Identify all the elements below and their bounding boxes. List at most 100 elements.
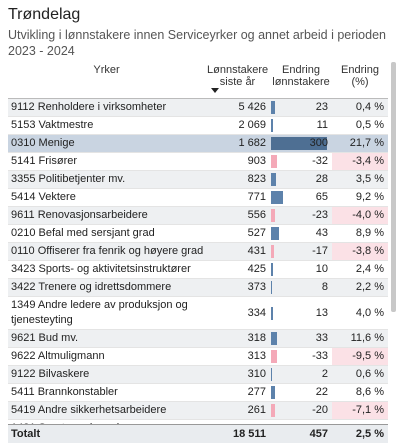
cell: 9122 Bilvaskere	[11, 368, 90, 380]
subtitle: Utvikling i lønnstakere innen Serviceyrk…	[8, 28, 386, 58]
cell-text: 11	[316, 119, 328, 131]
cell: 2,2 %	[355, 281, 384, 293]
row[interactable]: 5411 Brannkonstabler 277 22 8,6 %	[8, 384, 388, 402]
row[interactable]: 0110 Offiserer fra fenrik og høyere grad…	[8, 243, 388, 261]
cell: -4,0 %	[332, 207, 388, 224]
cell: 431	[247, 245, 266, 257]
cell: 5419 Andre sikkerhetsarbeidere	[11, 404, 167, 416]
data-bar	[271, 209, 276, 222]
table: Yrker Lønnstakere siste år Endring lønns…	[8, 62, 388, 443]
cell: 5153 Vaktmestre	[11, 119, 94, 131]
cell-text: 33	[315, 332, 328, 344]
data-bar	[271, 386, 276, 399]
cell: 4,0 %	[355, 306, 384, 319]
cell: 0,4 %	[355, 101, 384, 113]
row[interactable]: 5153 Vaktmestre 2 069 11 0,5 %	[8, 117, 388, 135]
data-bar	[271, 173, 277, 186]
cell: 9622 Altmuligmann	[11, 350, 105, 362]
cell: 8,6 %	[355, 386, 384, 398]
cell: 18 511	[232, 428, 266, 440]
cell: 1 682	[238, 137, 266, 149]
cell: -3,4 %	[332, 153, 388, 170]
row[interactable]: 9112 Renholdere i virksomheter 5 426 23 0,4…	[8, 99, 388, 117]
cell-text: -17	[312, 245, 328, 257]
cell: 334	[247, 306, 266, 319]
cell: 3422 Trenere og idrettsdommere	[11, 281, 172, 293]
cell: 8,9 %	[355, 227, 384, 239]
cell: 771	[247, 191, 266, 203]
cell: 5 426	[238, 101, 266, 113]
row[interactable]: 0210 Befal med sersjant grad 527 43 8,9 %	[8, 225, 388, 243]
cell: 903	[247, 155, 266, 167]
row[interactable]: 5414 Vektere 771 65 9,2 %	[8, 189, 388, 207]
cell: 11,6 %	[350, 332, 384, 344]
data-bar	[271, 332, 278, 345]
cell: 2,5 %	[355, 428, 384, 440]
column-header: Yrker	[93, 64, 120, 76]
row[interactable]: 5141 Frisører 903 -32 -3,4 %	[8, 153, 388, 171]
cell: 21,7 %	[349, 137, 384, 149]
cell: 9611 Renovasjonsarbeidere	[11, 209, 148, 221]
data-bar	[271, 350, 278, 363]
cell: 313	[247, 350, 266, 362]
cell: -20	[270, 402, 332, 419]
cell: 300	[270, 135, 332, 152]
table-header: Yrker Lønnstakere siste år Endring lønns…	[8, 62, 388, 99]
row[interactable]: 3422 Trenere og idrettsdommere 373 8 2,2 %	[8, 279, 388, 297]
data-bar	[271, 101, 276, 114]
column-header[interactable]: Endring (%)	[341, 64, 379, 88]
cell: 22	[270, 384, 332, 401]
row[interactable]: 3355 Politibetjenter mv. 823 28 3,5 %	[8, 171, 388, 189]
cell: 13	[270, 305, 332, 322]
cell: 43	[270, 225, 332, 242]
table-body: 9112 Renholdere i virksomheter 5 426 23 0,4…	[8, 99, 388, 424]
cell-text: -20	[312, 404, 328, 416]
cell: -7,1 %	[332, 402, 388, 419]
cell: 0110 Offiserer fra fenrik og høyere grad	[11, 245, 204, 257]
cell: -33	[270, 348, 332, 365]
data-bar	[271, 137, 327, 150]
cell-text: 10	[315, 263, 328, 275]
cell: 556	[247, 209, 266, 221]
data-bar	[271, 245, 275, 258]
data-bar	[271, 281, 273, 294]
cell: 318	[247, 332, 266, 344]
cell: 23	[270, 99, 332, 116]
scrollbar[interactable]	[391, 62, 396, 312]
cell: 5411 Brannkonstabler	[11, 386, 118, 398]
cell: -17	[270, 243, 332, 260]
row[interactable]: 9621 Bud mv. 318 33 11,6 %	[8, 330, 388, 348]
cell: 0210 Befal med sersjant grad	[11, 227, 155, 239]
cell: -9,5 %	[332, 348, 388, 365]
total-row: Totalt 18 511 457 2,5 %	[8, 424, 388, 443]
cell: 9621 Bud mv.	[11, 332, 79, 344]
cell-text: -33	[312, 350, 328, 362]
title: Trøndelag	[8, 6, 81, 23]
cell: 277	[247, 386, 266, 398]
cell: 11	[270, 117, 332, 134]
cell: 3423 Sports- og aktivitetsinstruktører	[11, 263, 191, 275]
cell: 310	[247, 368, 266, 380]
cell: 3355 Politibetjenter mv.	[11, 173, 126, 185]
cell-text: 300	[309, 137, 328, 149]
cell: 2,4 %	[355, 263, 384, 275]
cell: 0310 Menige	[11, 137, 75, 149]
row[interactable]: 3423 Sports- og aktivitetsinstruktører 42…	[8, 261, 388, 279]
data-bar	[271, 404, 275, 417]
cell: 823	[247, 173, 266, 185]
row[interactable]: 1349 Andre ledere av produksjon og tjene…	[8, 297, 388, 330]
row[interactable]: 1431 Sports-, rekreasjons- og kulturlede…	[8, 420, 388, 424]
data-bar	[271, 191, 284, 204]
column-header[interactable]: Endring lønnstakere	[272, 64, 330, 88]
sort-icon[interactable]	[211, 88, 219, 94]
row[interactable]: 9611 Renovasjonsarbeidere 556 -23 -4,0 %	[8, 207, 388, 225]
cell: 457	[309, 428, 328, 440]
column-header[interactable]: Lønnstakere siste år	[207, 64, 269, 88]
row[interactable]: 5419 Andre sikkerhetsarbeidere 261 -20 -7,1…	[8, 402, 388, 420]
row[interactable]: 9122 Bilvaskere 310 2 0,6 %	[8, 366, 388, 384]
row[interactable]: 9622 Altmuligmann 313 -33 -9,5 %	[8, 348, 388, 366]
cell: -23	[270, 207, 332, 224]
row[interactable]: 0310 Menige 1 682 300 21,7 %	[8, 135, 388, 153]
cell: 5141 Frisører	[11, 155, 78, 167]
